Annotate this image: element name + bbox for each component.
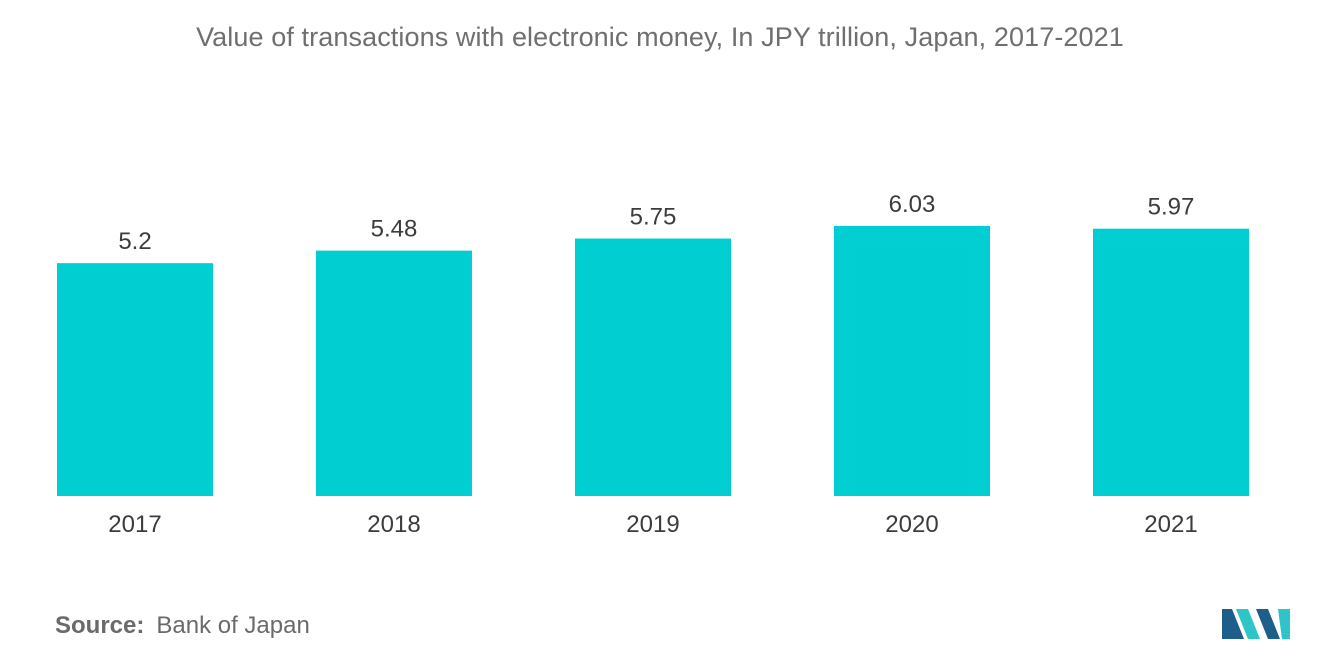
chart-title: Value of transactions with electronic mo… [196,22,1124,52]
mordor-intelligence-logo-icon [1222,609,1290,639]
bars-group [57,226,1249,497]
source-value: Bank of Japan [156,612,310,639]
x-tick-label-2020: 2020 [885,511,938,538]
data-label-2021: 5.97 [1148,194,1195,221]
x-tick-label-2018: 2018 [367,511,420,538]
source-label: Source: [55,612,145,639]
value-labels-group: 5.2 5.48 5.75 6.03 5.97 [118,191,1194,255]
data-label-2019: 5.75 [630,204,677,231]
bar-2018 [316,250,472,496]
x-axis-tick-labels: 2017 2018 2019 2020 2021 [108,511,1197,538]
bar-2020 [834,226,990,496]
data-label-2017: 5.2 [118,228,151,255]
x-tick-label-2019: 2019 [626,511,679,538]
bar-2017 [57,263,213,496]
bar-2019 [575,238,731,497]
data-label-2018: 5.48 [371,216,418,243]
x-tick-label-2021: 2021 [1144,511,1197,538]
data-label-2020: 6.03 [889,191,936,218]
source-note: Source: Bank of Japan [55,612,310,640]
x-tick-label-2017: 2017 [108,511,161,538]
bar-2021 [1093,228,1249,496]
